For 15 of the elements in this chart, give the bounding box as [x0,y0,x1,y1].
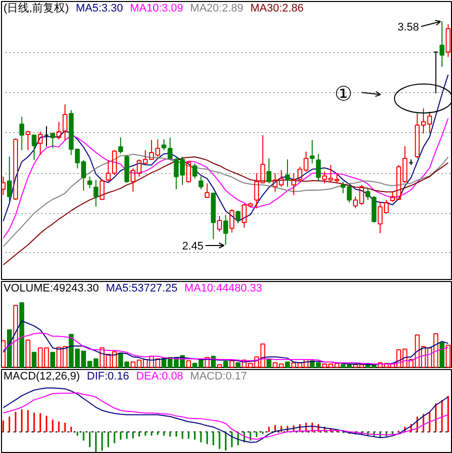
text: DEA:0.08 [136,370,184,382]
text: MA20:2.89 [190,2,244,14]
annotation: 3.58 [398,22,420,34]
text: MA10:44480.33 [184,282,262,294]
annotation: 2.45 [182,240,204,252]
text: MACD:0.17 [190,370,248,382]
chart-title: VOLUME:49243.30 [4,282,99,294]
text: MA5:53727.25 [106,282,178,294]
series-label: DIF:0.16 [86,370,130,382]
chart-title: MACD(12,26,9) [4,370,80,382]
annotation: ① [334,82,352,106]
text: MA30:2.86 [250,2,304,14]
text: MA5:3.30 [76,2,123,14]
text: MA10:3.09 [130,2,184,14]
chart-title: (日线,前复权) [4,2,69,14]
